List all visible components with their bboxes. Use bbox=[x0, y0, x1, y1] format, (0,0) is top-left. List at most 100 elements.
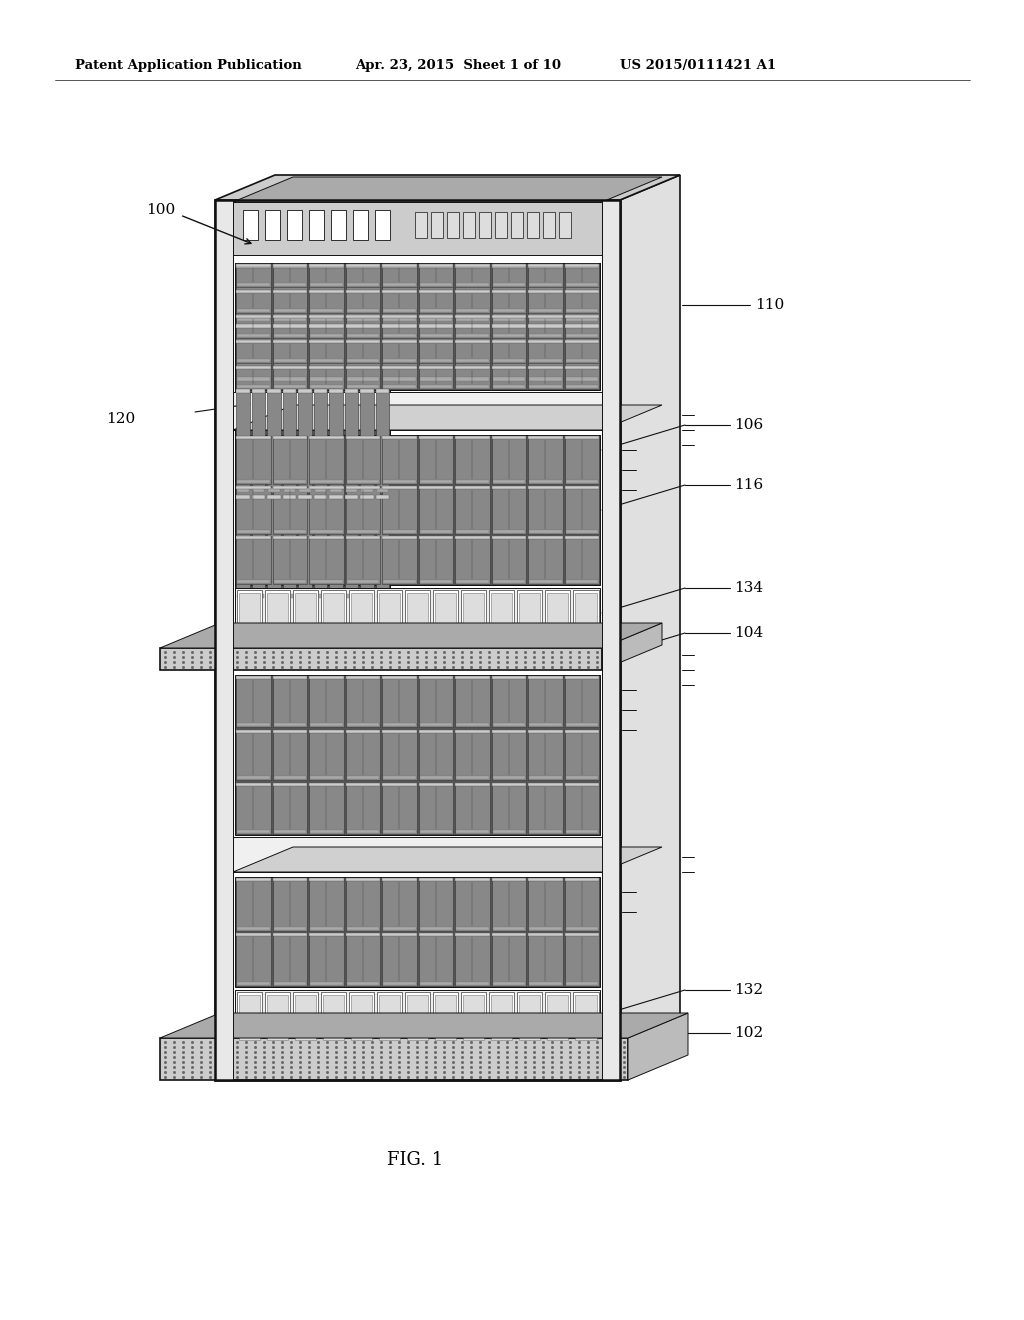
Bar bbox=[461, 993, 486, 1043]
Bar bbox=[346, 385, 379, 388]
Bar bbox=[420, 529, 452, 533]
Bar bbox=[309, 436, 343, 484]
Bar bbox=[346, 982, 379, 985]
Bar bbox=[379, 593, 400, 638]
Bar bbox=[564, 264, 599, 322]
Bar bbox=[236, 536, 270, 539]
Bar bbox=[236, 495, 250, 499]
Bar bbox=[492, 730, 526, 733]
Bar bbox=[272, 783, 307, 834]
Bar bbox=[383, 317, 416, 321]
Bar bbox=[382, 315, 417, 318]
Bar bbox=[463, 593, 484, 638]
Bar bbox=[346, 529, 379, 533]
Bar bbox=[331, 210, 346, 240]
Bar bbox=[419, 325, 453, 381]
Bar bbox=[382, 289, 417, 313]
Bar bbox=[252, 389, 265, 393]
Bar bbox=[420, 830, 452, 833]
Bar bbox=[309, 676, 343, 727]
Bar bbox=[310, 376, 342, 380]
Bar bbox=[511, 213, 523, 238]
Bar bbox=[407, 593, 428, 638]
Bar bbox=[273, 385, 306, 388]
Text: 120: 120 bbox=[105, 412, 135, 426]
Bar bbox=[564, 325, 599, 381]
Bar bbox=[455, 341, 489, 343]
Bar bbox=[564, 366, 599, 368]
Bar bbox=[345, 436, 380, 484]
Bar bbox=[382, 676, 417, 680]
Bar bbox=[528, 933, 562, 936]
Bar bbox=[419, 341, 453, 343]
Bar bbox=[564, 264, 599, 267]
Bar bbox=[419, 264, 453, 322]
Bar bbox=[345, 366, 380, 368]
Text: 100: 100 bbox=[145, 203, 175, 216]
Bar bbox=[234, 263, 600, 383]
Bar bbox=[455, 315, 489, 318]
Bar bbox=[565, 927, 598, 929]
Bar bbox=[234, 876, 600, 987]
Bar bbox=[268, 594, 280, 598]
Bar bbox=[321, 993, 346, 1043]
Bar bbox=[345, 315, 380, 318]
Bar bbox=[492, 676, 526, 727]
Bar bbox=[382, 264, 417, 267]
Bar bbox=[528, 878, 562, 931]
Bar bbox=[234, 388, 390, 601]
Bar bbox=[529, 334, 561, 337]
Bar bbox=[455, 436, 489, 484]
Bar bbox=[564, 366, 599, 389]
Bar bbox=[272, 315, 307, 338]
Bar bbox=[309, 933, 343, 986]
Bar bbox=[345, 730, 380, 780]
Bar bbox=[298, 495, 311, 499]
Bar bbox=[455, 783, 489, 834]
Bar bbox=[575, 593, 597, 638]
Bar bbox=[463, 213, 475, 238]
Bar bbox=[309, 289, 343, 313]
Bar bbox=[345, 488, 357, 492]
Bar bbox=[564, 341, 599, 363]
Bar bbox=[419, 783, 453, 785]
Bar bbox=[564, 486, 599, 533]
Bar bbox=[236, 289, 270, 293]
Bar bbox=[310, 385, 342, 388]
Bar bbox=[346, 309, 379, 312]
Bar bbox=[236, 325, 270, 329]
Bar bbox=[345, 264, 380, 267]
Bar bbox=[602, 201, 620, 1080]
Bar bbox=[272, 264, 307, 288]
Bar bbox=[419, 366, 453, 368]
Bar bbox=[455, 264, 489, 322]
Bar bbox=[345, 783, 380, 785]
Bar bbox=[493, 579, 525, 583]
Bar bbox=[236, 325, 270, 381]
Bar bbox=[273, 982, 306, 985]
Bar bbox=[528, 264, 562, 267]
Bar bbox=[528, 264, 562, 268]
Bar bbox=[272, 536, 307, 539]
Bar bbox=[160, 648, 602, 671]
Bar bbox=[456, 982, 488, 985]
Bar bbox=[492, 325, 526, 381]
Bar bbox=[376, 389, 389, 492]
Bar bbox=[382, 436, 417, 440]
Bar bbox=[272, 366, 307, 389]
Bar bbox=[345, 264, 380, 268]
Bar bbox=[419, 315, 453, 338]
Bar bbox=[272, 325, 307, 381]
Bar bbox=[419, 325, 453, 329]
Bar bbox=[492, 325, 526, 329]
Bar bbox=[493, 359, 525, 363]
Bar bbox=[528, 341, 562, 363]
Bar bbox=[360, 389, 374, 492]
Bar bbox=[420, 359, 452, 363]
Bar bbox=[493, 376, 525, 380]
Bar bbox=[236, 264, 270, 322]
Bar bbox=[309, 325, 343, 381]
Bar bbox=[236, 341, 270, 363]
Bar bbox=[272, 878, 307, 931]
Bar bbox=[528, 436, 562, 484]
